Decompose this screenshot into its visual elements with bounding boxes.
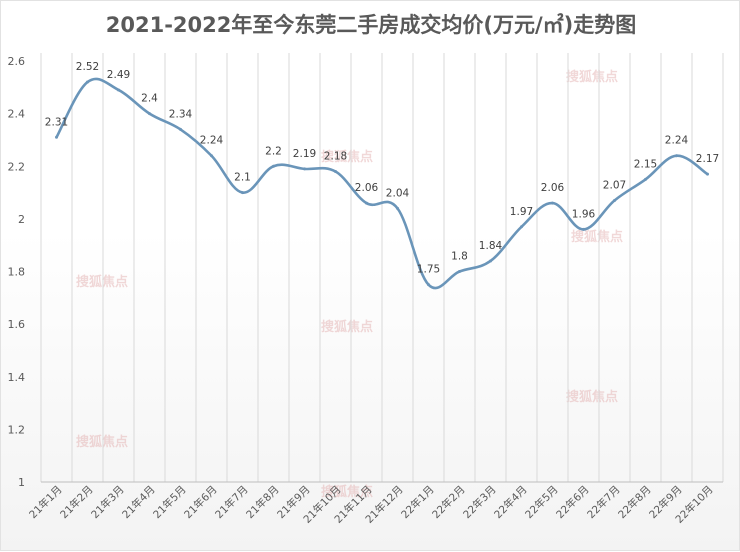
data-label: 2.34 (169, 108, 193, 120)
data-point (675, 154, 678, 158)
y-tick-label: 1.6 (8, 318, 26, 331)
x-tick-label: 22年3月 (460, 483, 498, 521)
data-point (489, 259, 492, 263)
watermark-logo: 搜狐焦点 (76, 274, 128, 290)
data-point (210, 154, 213, 158)
x-tick-label: 21年7月 (212, 483, 250, 521)
data-point (179, 127, 182, 131)
series-line (55, 77, 709, 290)
watermark-logo: 搜狐焦点 (321, 319, 373, 335)
data-label: 2.15 (634, 158, 657, 170)
data-label: 1.75 (417, 264, 440, 276)
y-tick-label: 1 (18, 476, 25, 489)
x-tick-label: 21年6月 (181, 483, 219, 521)
data-point (303, 167, 306, 171)
data-point (706, 172, 709, 176)
x-tick-label: 22年1月 (398, 483, 436, 521)
x-tick-label: 21年5月 (150, 483, 188, 521)
data-point (396, 206, 399, 210)
watermark-logo: 搜狐焦点 (566, 389, 618, 405)
x-tick-label: 22年4月 (491, 483, 529, 521)
data-label: 2.07 (603, 179, 626, 191)
data-label: 1.96 (572, 208, 596, 220)
data-label: 2.06 (355, 182, 379, 194)
data-label: 2.18 (324, 151, 347, 163)
data-point (613, 198, 616, 202)
data-point (458, 270, 461, 273)
x-tick-label: 22年2月 (429, 483, 467, 521)
y-tick-label: 1.2 (8, 423, 26, 436)
data-point (86, 80, 89, 84)
data-label: 2.06 (541, 182, 565, 194)
y-tick-label: 2.4 (8, 108, 26, 121)
y-tick-label: 2.6 (8, 55, 26, 68)
data-label: 2.24 (665, 135, 689, 147)
y-tick-label: 1.8 (8, 266, 26, 279)
data-point (551, 201, 554, 205)
data-label: 2.17 (696, 153, 719, 165)
data-point (117, 88, 120, 92)
data-point (148, 112, 151, 116)
data-point (644, 177, 647, 181)
data-point (582, 227, 585, 231)
data-point (272, 164, 275, 168)
data-point (241, 191, 244, 195)
data-label: 2.49 (107, 69, 130, 81)
watermark-logo: 搜狐焦点 (566, 69, 618, 85)
data-label: 2.1 (234, 172, 251, 184)
data-label: 2.19 (293, 148, 316, 160)
watermark-logo: 搜狐焦点 (321, 484, 373, 500)
watermark-logo: 搜狐焦点 (321, 149, 373, 165)
data-label: 2.04 (386, 187, 410, 199)
x-tick-label: 22年5月 (522, 483, 560, 521)
x-tick-label: 21年8月 (243, 483, 281, 521)
data-label: 2.24 (200, 135, 224, 147)
watermark-logo: 搜狐焦点 (571, 229, 623, 245)
x-tick-label: 22年6月 (553, 483, 591, 521)
data-point (365, 201, 368, 205)
x-tick-label: 22年7月 (584, 483, 622, 521)
data-label: 2.2 (265, 145, 282, 157)
x-tick-label: 21年2月 (57, 483, 95, 521)
data-label: 1.97 (510, 206, 533, 218)
data-point (520, 225, 523, 229)
x-tick-label: 21年1月 (26, 483, 64, 521)
data-label: 1.8 (451, 251, 468, 263)
data-label: 2.31 (45, 116, 68, 128)
data-label: 2.52 (76, 61, 99, 73)
chart-title: 2021-2022年至今东莞二手房成交均价(万元/㎡)走势图 (105, 13, 637, 37)
y-tick-label: 2 (18, 213, 25, 226)
watermark-logo: 搜狐焦点 (76, 434, 128, 450)
data-point (55, 135, 58, 139)
data-label: 1.84 (479, 240, 503, 252)
x-tick-label: 21年4月 (119, 483, 157, 521)
data-point (334, 170, 337, 174)
y-tick-label: 2.2 (8, 160, 26, 173)
x-tick-label: 21年3月 (88, 483, 126, 521)
x-tick-label: 22年8月 (615, 483, 653, 521)
data-label: 2.4 (141, 93, 158, 105)
data-point (427, 283, 430, 287)
y-tick-label: 1.4 (8, 371, 26, 384)
